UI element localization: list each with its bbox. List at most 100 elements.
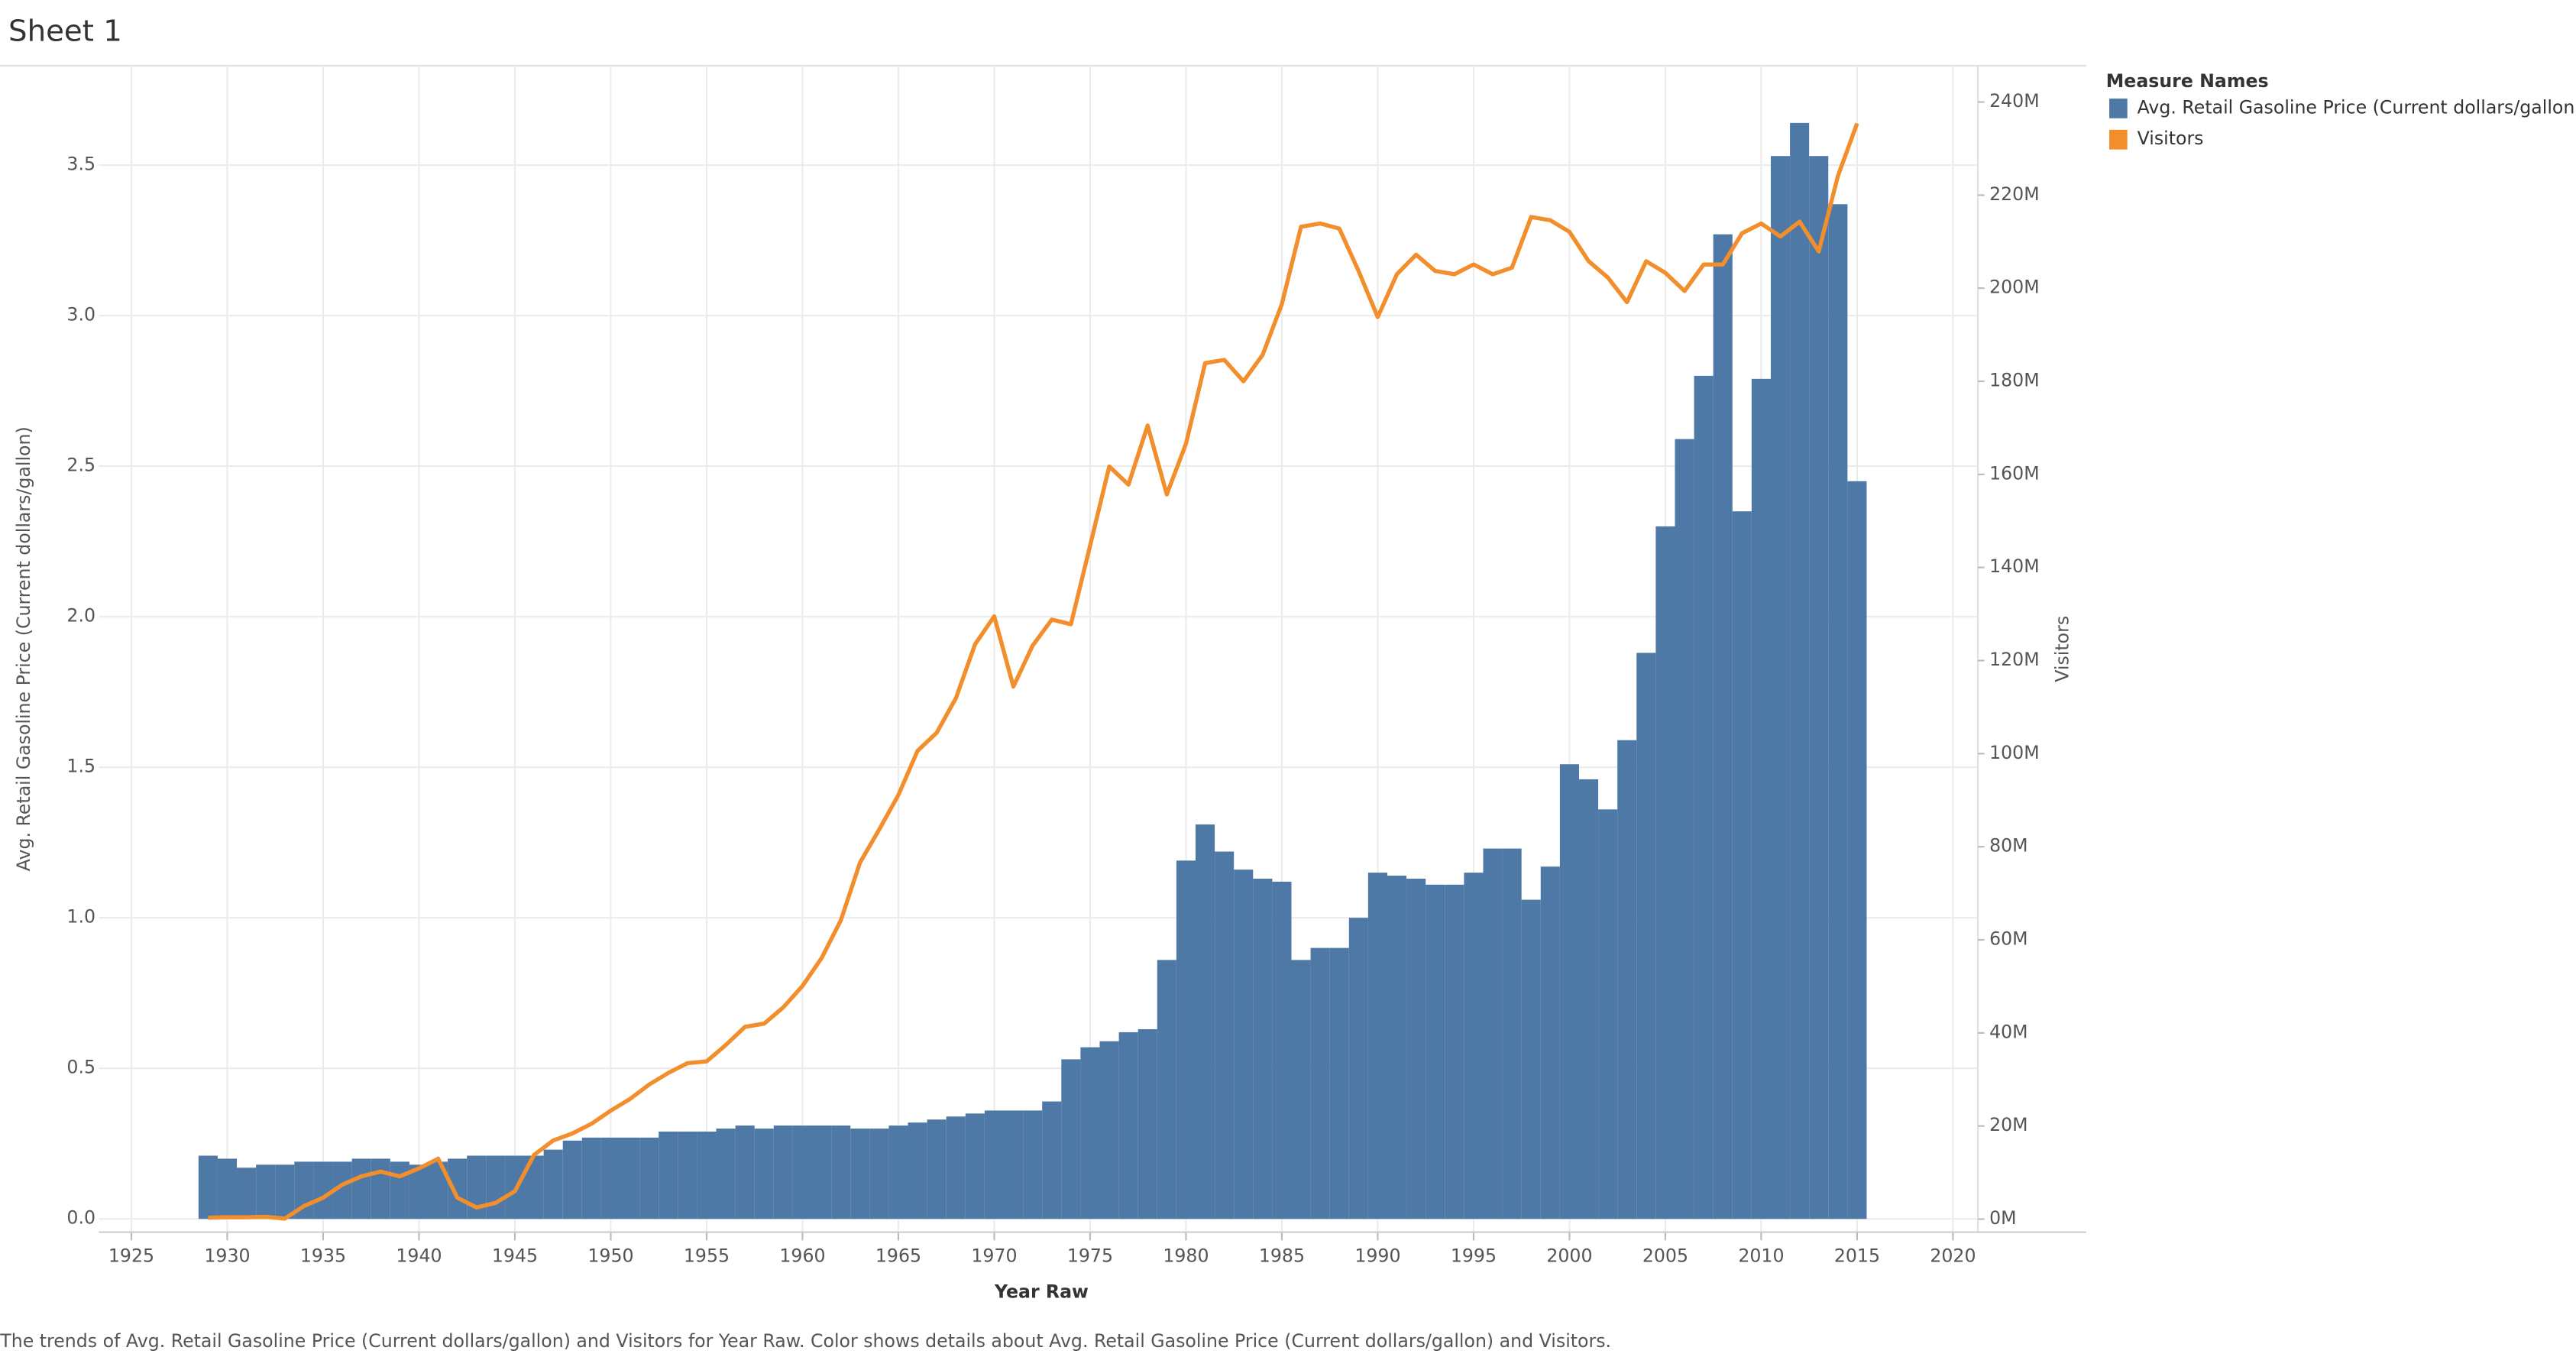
bar: [581, 1137, 601, 1219]
x-tick-label: 1980: [1163, 1245, 1209, 1266]
bar: [1061, 1059, 1081, 1219]
legend-swatch: [2109, 99, 2128, 118]
x-tick-label: 1950: [587, 1245, 633, 1266]
bar: [1521, 899, 1541, 1219]
bar: [965, 1113, 985, 1219]
y-tick-label: 1.0: [66, 906, 95, 928]
bar: [620, 1137, 640, 1219]
bar: [1234, 870, 1254, 1219]
bar: [984, 1110, 1005, 1219]
bar: [1655, 526, 1675, 1219]
x-axis-label: Year Raw: [994, 1281, 1089, 1303]
x-tick-label: 1930: [204, 1245, 250, 1266]
y-axis-label: Avg. Retail Gasoline Price (Current doll…: [13, 426, 34, 871]
bar: [1828, 204, 1848, 1219]
bar: [1426, 884, 1445, 1219]
bar: [1713, 234, 1733, 1219]
bar: [697, 1131, 717, 1219]
bar: [448, 1158, 468, 1219]
y-tick-label: 1.5: [66, 756, 95, 777]
bar: [927, 1119, 947, 1219]
y-tick-label: 3.5: [66, 154, 95, 175]
bar: [1195, 824, 1215, 1219]
bar: [1291, 960, 1311, 1219]
y2-tick-label: 0M: [1989, 1207, 2016, 1229]
bar: [1329, 947, 1349, 1219]
bar: [1157, 960, 1176, 1219]
bar: [678, 1131, 697, 1219]
bar: [1578, 779, 1599, 1219]
bar: [256, 1164, 276, 1219]
bar: [313, 1161, 333, 1219]
y2-tick-label: 40M: [1989, 1021, 2027, 1042]
x-tick-label: 1985: [1259, 1245, 1305, 1266]
bar: [600, 1137, 621, 1219]
bar: [1483, 848, 1503, 1219]
bar: [1809, 156, 1829, 1219]
y2-tick-label: 240M: [1989, 90, 2040, 112]
x-tick-label: 2005: [1642, 1245, 1688, 1266]
bar: [735, 1125, 755, 1219]
bar: [888, 1125, 908, 1219]
x-tick-label: 1960: [779, 1245, 825, 1266]
y-tick-label: 0.5: [66, 1057, 95, 1078]
bar: [390, 1161, 409, 1219]
x-tick-label: 1970: [971, 1245, 1017, 1266]
bar: [1732, 511, 1752, 1219]
x-tick-label: 1940: [396, 1245, 442, 1266]
bar: [1540, 866, 1560, 1219]
bar: [409, 1164, 429, 1219]
y2-tick-label: 60M: [1989, 928, 2027, 950]
x-tick-label: 2010: [1738, 1245, 1784, 1266]
bar: [1099, 1041, 1119, 1219]
bar: [1464, 873, 1484, 1219]
x-tick-label: 1975: [1067, 1245, 1113, 1266]
bar: [1367, 873, 1387, 1219]
x-tick-label: 1935: [300, 1245, 346, 1266]
x-tick-label: 1955: [684, 1245, 730, 1266]
y2-tick-label: 20M: [1989, 1114, 2027, 1135]
legend-label: Avg. Retail Gasoline Price (Current doll…: [2137, 96, 2576, 118]
x-tick-label: 2015: [1834, 1245, 1880, 1266]
bar: [1023, 1110, 1043, 1219]
bar: [1675, 439, 1694, 1219]
y2-tick-label: 80M: [1989, 835, 2027, 857]
y-tick-label: 0.0: [66, 1207, 95, 1229]
x-tick-label: 2020: [1930, 1245, 1976, 1266]
bar: [792, 1125, 813, 1219]
bar: [543, 1149, 563, 1219]
bar: [659, 1131, 678, 1219]
bar: [1502, 848, 1522, 1219]
bar: [1080, 1047, 1100, 1219]
y2-tick-label: 200M: [1989, 277, 2040, 298]
bar: [486, 1155, 506, 1219]
y2-tick-label: 180M: [1989, 370, 2040, 391]
bar: [1790, 122, 1810, 1219]
bar: [237, 1168, 257, 1219]
bar: [812, 1125, 832, 1219]
bar: [1387, 876, 1407, 1219]
y2-tick-label: 140M: [1989, 555, 2040, 577]
bar: [1272, 881, 1292, 1219]
y-tick-label: 2.5: [66, 455, 95, 476]
bar: [1138, 1028, 1157, 1219]
x-tick-label: 1990: [1354, 1245, 1400, 1266]
bar: [371, 1158, 390, 1219]
line: [208, 122, 1859, 1221]
bar: [1617, 740, 1637, 1219]
legend-title: Measure Names: [2106, 70, 2269, 92]
bar: [275, 1164, 295, 1219]
x-tick-label: 2000: [1546, 1245, 1592, 1266]
y2-tick-label: 120M: [1989, 649, 2040, 670]
bar: [639, 1137, 659, 1219]
bar: [754, 1129, 774, 1219]
bar: [1847, 481, 1867, 1219]
bar: [1004, 1110, 1024, 1219]
y2-tick-label: 220M: [1989, 183, 2040, 205]
y-tick-label: 2.0: [66, 605, 95, 627]
y2-axis-label: Visitors: [2051, 616, 2073, 682]
bar: [1636, 653, 1656, 1219]
bar: [1751, 378, 1771, 1219]
bar: [1310, 947, 1330, 1219]
bar: [1445, 884, 1464, 1219]
